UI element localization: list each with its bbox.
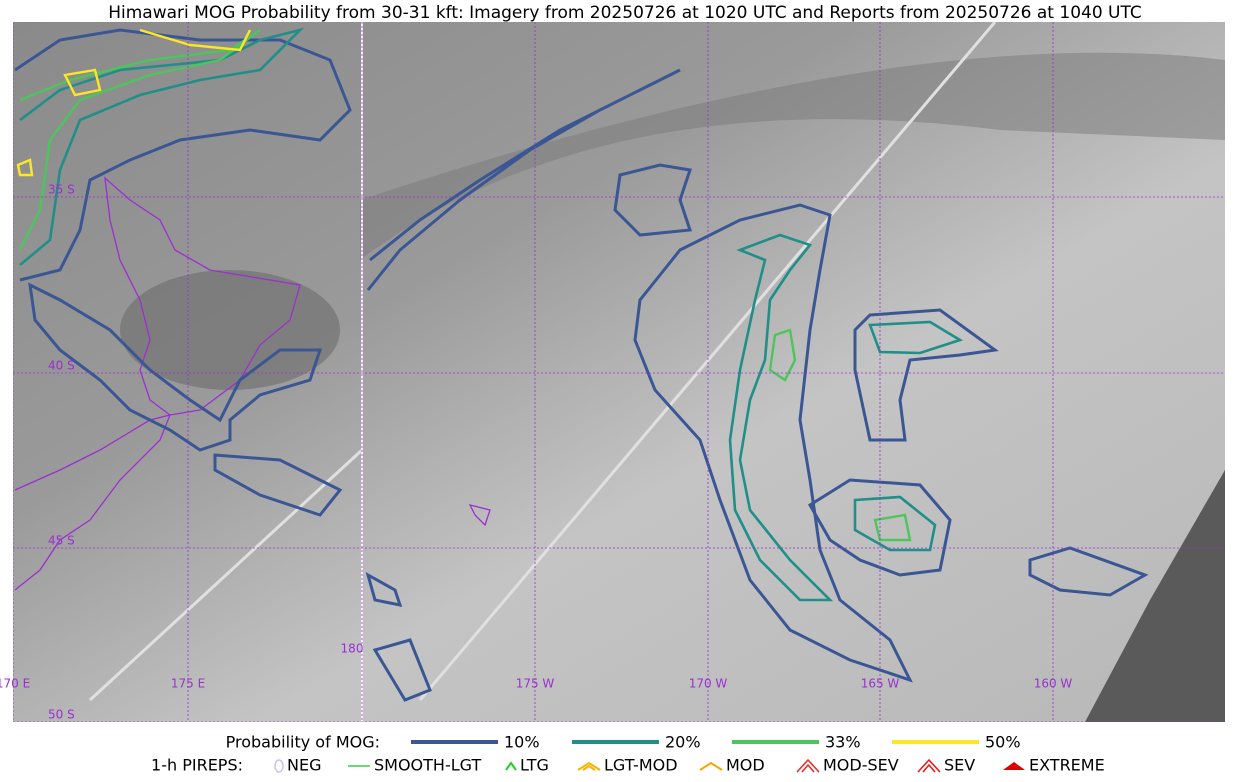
- swath-edge: [418, 22, 997, 701]
- contour-10: [365, 571, 432, 702]
- pirep-symbol: [505, 761, 517, 771]
- title: Himawari MOG Probability from 30-31 kft:…: [108, 3, 1142, 23]
- legend-label: 50%: [985, 733, 1021, 752]
- legend-title: Probability of MOG:: [226, 733, 380, 752]
- legend-label: SMOOTH-LGT: [374, 756, 481, 775]
- lon-label: 170 W: [689, 677, 728, 691]
- legend-label: 20%: [665, 733, 701, 752]
- legend-label: LTG: [520, 756, 549, 775]
- dark-band: [120, 270, 340, 390]
- legend-title: 1-h PIREPS:: [151, 756, 243, 775]
- pirep-symbol: [1003, 762, 1025, 770]
- contour-20: [853, 320, 964, 552]
- legend-label: LGT-MOD: [604, 756, 678, 775]
- pirep-symbol: [699, 761, 723, 771]
- legend-label: MOD-SEV: [823, 756, 899, 775]
- lat-label: 45 S: [48, 534, 75, 548]
- contour-33: [768, 328, 912, 542]
- pirep-symbol: [274, 759, 284, 773]
- legend: Probability of MOG: 10% 20% 33% 50% 1-h PIREP…: [151, 733, 1105, 775]
- lat-label: 50 S: [48, 708, 75, 722]
- coastline: [468, 504, 491, 527]
- contour-50: [16, 28, 252, 177]
- lon-label: 175 E: [171, 677, 205, 691]
- dark-band: [360, 52, 1225, 261]
- contour-10: [366, 68, 681, 291]
- lon-label: 170 E: [0, 677, 30, 691]
- pirep-symbol: [796, 758, 820, 773]
- contour-10: [633, 203, 913, 683]
- contour-10: [613, 163, 693, 237]
- lon-label: 160 W: [1034, 677, 1073, 691]
- no-data: [1085, 470, 1225, 722]
- contour-10: [213, 453, 343, 517]
- coastline: [104, 176, 301, 416]
- contour-10: [28, 282, 323, 452]
- lon-label: 180: [341, 642, 364, 656]
- coastline: [14, 414, 172, 591]
- swath-edge: [88, 448, 364, 702]
- contour-10: [807, 478, 952, 577]
- contour-20: [19, 27, 305, 266]
- lon-label: 165 W: [861, 677, 900, 691]
- legend-label: EXTREME: [1029, 756, 1105, 775]
- contour-20: [728, 233, 834, 602]
- lon-label: 175 W: [516, 677, 555, 691]
- legend-label: MOD: [726, 756, 765, 775]
- pirep-symbol: [577, 761, 601, 771]
- contour-33: [18, 29, 261, 251]
- contour-10: [853, 308, 999, 442]
- map: [13, 22, 1225, 722]
- contour-10: [14, 28, 352, 282]
- lat-label: 40 S: [48, 359, 75, 373]
- legend-label: 33%: [825, 733, 861, 752]
- graticule: [13, 22, 1225, 722]
- pirep-symbol: [917, 758, 941, 773]
- lat-label: 35 S: [48, 183, 75, 197]
- legend-label: SEV: [944, 756, 975, 775]
- legend-label: 10%: [504, 733, 540, 752]
- legend-label: NEG: [287, 756, 321, 775]
